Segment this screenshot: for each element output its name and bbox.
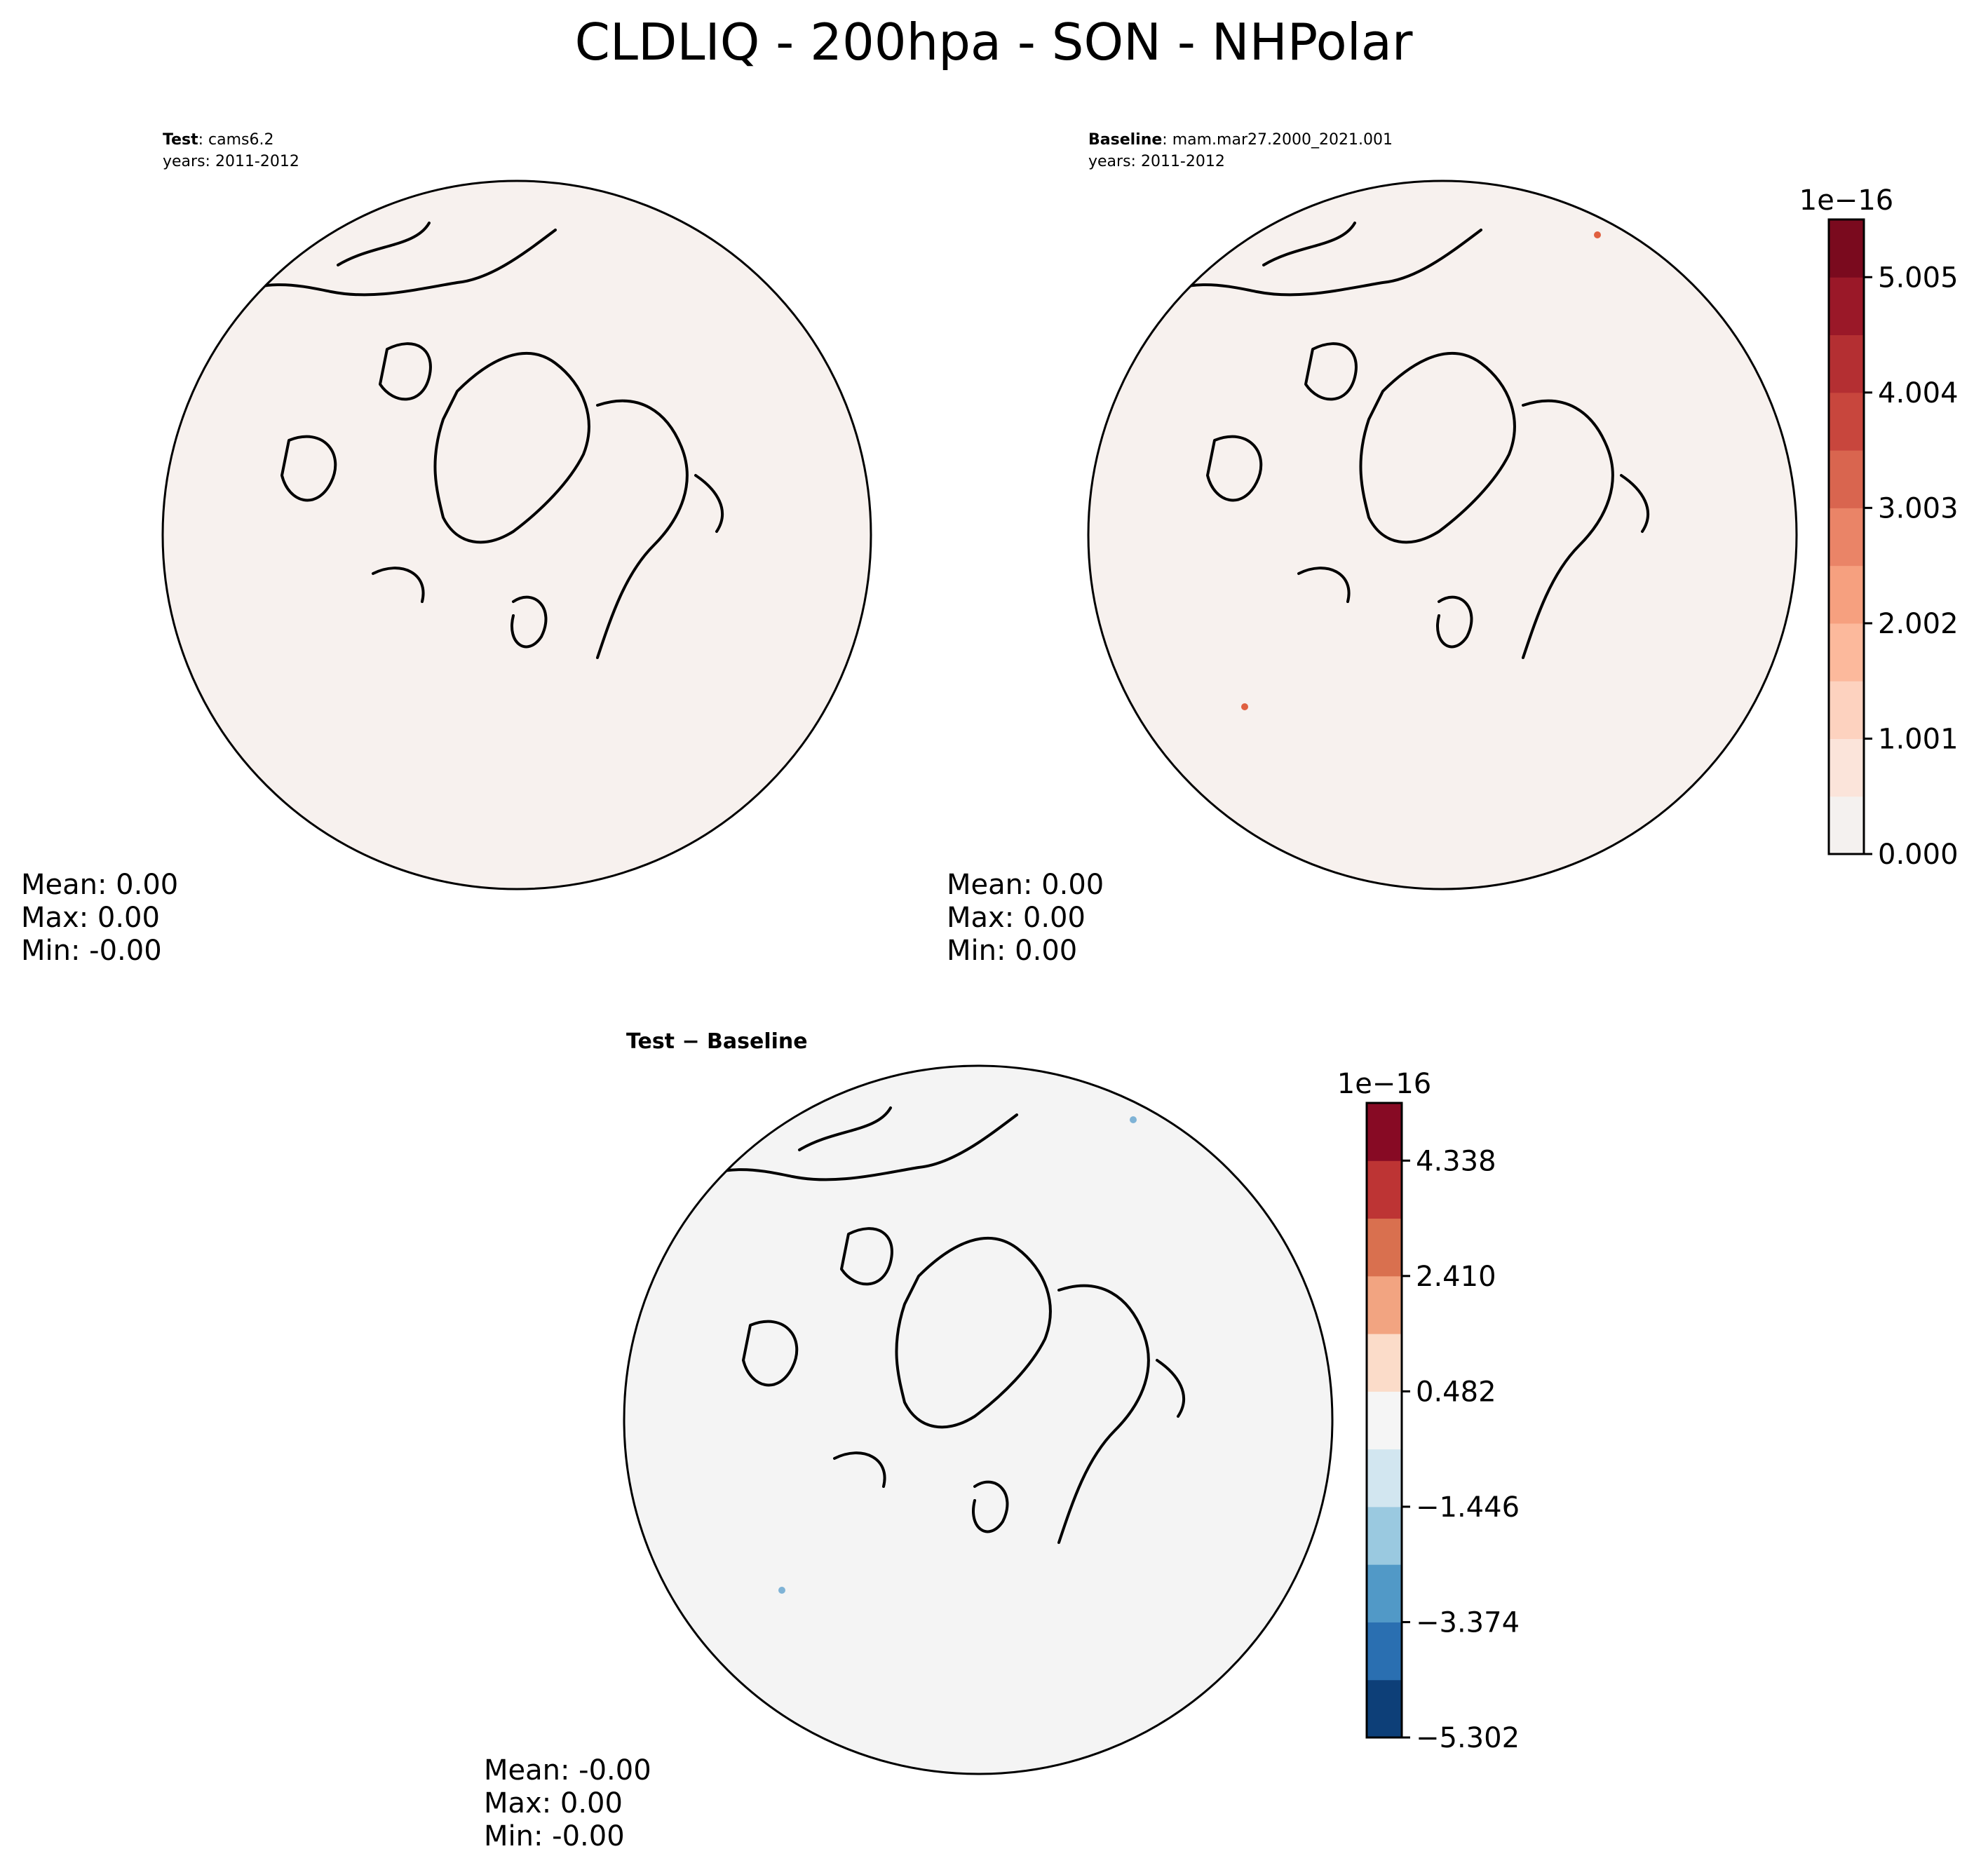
baseline-colorbar-segment xyxy=(1829,277,1864,336)
baseline-colorbar-scale-label: 1e−16 xyxy=(1799,184,1893,217)
baseline-map xyxy=(1087,179,1798,890)
baseline-colorbar-segment xyxy=(1829,738,1864,797)
baseline-hotspot xyxy=(1241,703,1248,710)
diff-mean: Mean: -0.00 xyxy=(484,1754,651,1787)
baseline-colorbar-segment xyxy=(1829,565,1864,624)
diff-colorbar-tick-label: 0.482 xyxy=(1416,1376,1496,1408)
baseline-label-bold: Baseline xyxy=(1088,131,1162,149)
baseline-colorbar-tick-label: 5.005 xyxy=(1878,262,1959,294)
diff-colorbar-tick-label: −3.374 xyxy=(1416,1606,1520,1639)
baseline-max: Max: 0.00 xyxy=(947,902,1086,934)
test-panel: Test: cams6.2 years: 2011-2012 Mean: 0.0… xyxy=(21,131,872,967)
diff-colorbar-segment xyxy=(1367,1218,1402,1277)
test-mean: Mean: 0.00 xyxy=(21,869,178,901)
baseline-colorbar-segment xyxy=(1829,796,1864,855)
baseline-colorbar-tick-label: 3.003 xyxy=(1878,492,1959,524)
diff-colorbar-segment xyxy=(1367,1334,1402,1392)
diff-min: Min: -0.00 xyxy=(484,1820,625,1852)
baseline-colorbar-segment xyxy=(1829,450,1864,508)
baseline-colorbar-segment xyxy=(1829,392,1864,451)
diff-panel: Test − Baseline Mean: -0.00 Max: 0.00 Mi… xyxy=(484,1029,1520,1852)
diff-colorbar-segment xyxy=(1367,1622,1402,1681)
baseline-colorbar-segment xyxy=(1829,681,1864,739)
diff-colorbar-tick-label: −5.302 xyxy=(1416,1722,1520,1754)
diff-colorbar-segment xyxy=(1367,1103,1402,1161)
diff-title: Test − Baseline xyxy=(626,1029,808,1054)
baseline-colorbar-tick-label: 4.004 xyxy=(1878,377,1959,409)
diff-colorbar-segment xyxy=(1367,1391,1402,1450)
baseline-colorbar-tick-label: 1.001 xyxy=(1878,723,1959,755)
baseline-colorbar-tick-label: 0.000 xyxy=(1878,839,1959,871)
baseline-panel: Baseline: mam.mar27.2000_2021.001 years:… xyxy=(947,131,1959,967)
test-label-bold: Test xyxy=(163,131,198,149)
test-max: Max: 0.00 xyxy=(21,902,160,934)
baseline-colorbar-tick-label: 2.002 xyxy=(1878,608,1959,640)
test-map xyxy=(161,179,872,890)
baseline-colorbar-frame xyxy=(1827,218,1865,855)
test-label-rest: : cams6.2 xyxy=(198,131,274,149)
baseline-min: Min: 0.00 xyxy=(947,935,1077,967)
diff-colorbar-segment xyxy=(1367,1506,1402,1565)
test-label: Test: cams6.2 xyxy=(163,131,274,149)
diff-colorbar-segment xyxy=(1367,1449,1402,1507)
baseline-label: Baseline: mam.mar27.2000_2021.001 xyxy=(1088,131,1393,149)
baseline-colorbar-segment xyxy=(1829,508,1864,567)
diff-coldspot xyxy=(778,1587,785,1594)
baseline-mean: Mean: 0.00 xyxy=(947,869,1104,901)
diff-coldspot xyxy=(1130,1116,1137,1123)
diff-colorbar-tick-label: 2.410 xyxy=(1416,1261,1496,1293)
diff-colorbar-segment xyxy=(1367,1679,1402,1738)
diff-colorbar: −5.302 −3.374 −1.446 0.482 2.410 4.338 1e−16 xyxy=(1337,1068,1520,1754)
figure-title: CLDLIQ - 200hpa - SON - NHPolar xyxy=(575,13,1413,72)
baseline-colorbar-segment xyxy=(1829,219,1864,278)
diff-colorbar-scale-label: 1e−16 xyxy=(1337,1068,1431,1100)
test-min: Min: -0.00 xyxy=(21,935,162,967)
diff-colorbar-tick-label: −1.446 xyxy=(1416,1491,1520,1524)
baseline-colorbar: 0.000 1.001 2.002 3.003 4.004 5.005 1e−16 xyxy=(1799,184,1959,871)
baseline-hotspot xyxy=(1594,231,1601,238)
baseline-colorbar-segment xyxy=(1829,623,1864,682)
baseline-label-rest: : mam.mar27.2000_2021.001 xyxy=(1162,131,1393,149)
baseline-years: years: 2011-2012 xyxy=(1088,153,1225,170)
diff-colorbar-tick-label: 4.338 xyxy=(1416,1145,1496,1177)
diff-colorbar-segment xyxy=(1367,1160,1402,1219)
test-years: years: 2011-2012 xyxy=(163,153,299,170)
diff-colorbar-segment xyxy=(1367,1275,1402,1334)
diff-colorbar-frame xyxy=(1365,1102,1403,1739)
diff-map xyxy=(623,1064,1334,1775)
diff-max: Max: 0.00 xyxy=(484,1787,623,1820)
baseline-colorbar-segment xyxy=(1829,334,1864,393)
diff-colorbar-segment xyxy=(1367,1564,1402,1622)
